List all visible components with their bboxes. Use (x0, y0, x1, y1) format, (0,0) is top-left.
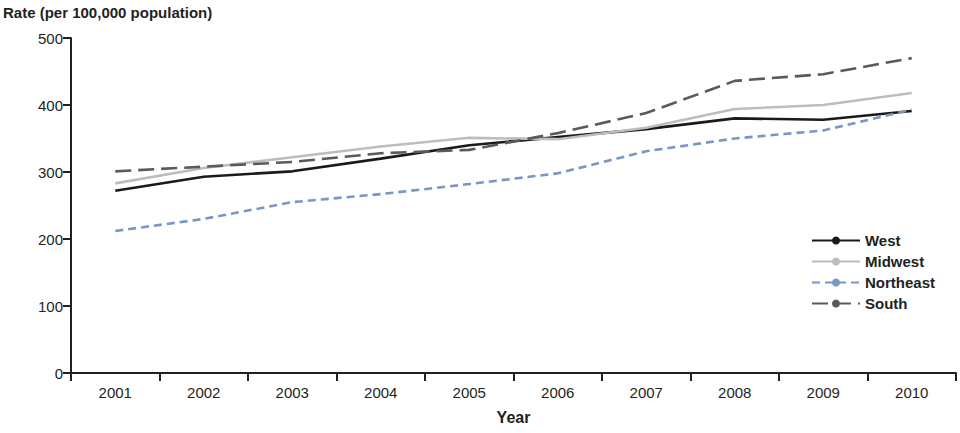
svg-text:Midwest: Midwest (865, 253, 924, 270)
svg-text:2009: 2009 (807, 384, 840, 401)
svg-text:Year: Year (497, 409, 531, 426)
svg-text:2003: 2003 (276, 384, 309, 401)
svg-text:2008: 2008 (718, 384, 751, 401)
svg-text:100: 100 (38, 298, 63, 315)
svg-text:2006: 2006 (541, 384, 574, 401)
svg-text:2004: 2004 (364, 384, 397, 401)
svg-text:2010: 2010 (895, 384, 928, 401)
svg-text:2001: 2001 (99, 384, 132, 401)
svg-text:0: 0 (55, 365, 63, 382)
svg-text:Rate (per 100,000 population): Rate (per 100,000 population) (3, 4, 212, 21)
svg-text:2005: 2005 (453, 384, 486, 401)
svg-text:500: 500 (38, 30, 63, 47)
svg-text:200: 200 (38, 231, 63, 248)
svg-text:300: 300 (38, 164, 63, 181)
svg-text:2002: 2002 (187, 384, 220, 401)
svg-text:South: South (865, 295, 908, 312)
svg-text:West: West (865, 232, 901, 249)
svg-text:Northeast: Northeast (865, 274, 935, 291)
svg-text:400: 400 (38, 97, 63, 114)
svg-text:2007: 2007 (630, 384, 663, 401)
